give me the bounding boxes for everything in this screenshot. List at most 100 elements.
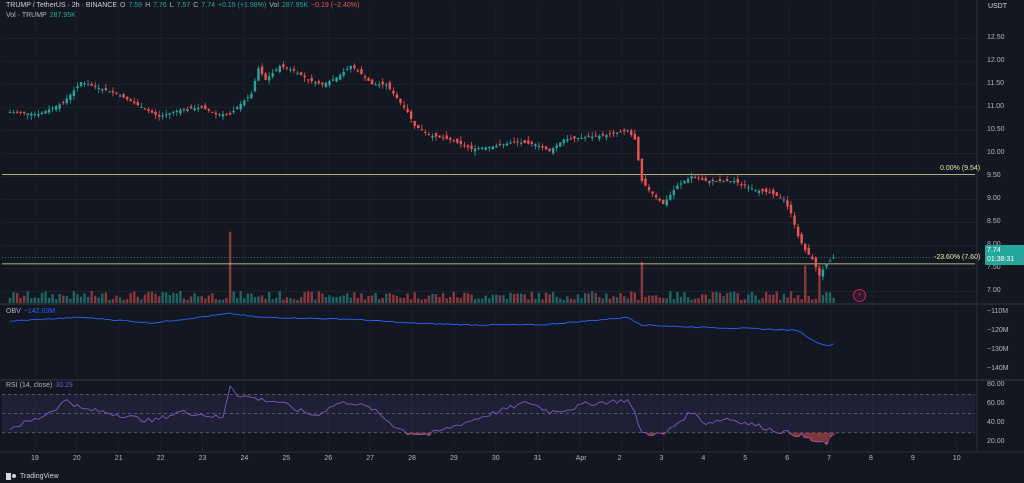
volume-bar: [473, 298, 477, 303]
candle: [743, 180, 747, 189]
volume-bar: [267, 291, 271, 303]
fib-level-label: 0.00% (9.54): [940, 164, 981, 172]
volume-bar: [505, 298, 509, 303]
volume-bar: [338, 296, 342, 303]
volume-bar: [97, 297, 100, 303]
last-price-tag: 7.74 01:38:31: [985, 245, 1024, 265]
obv-label: OBV: [6, 308, 21, 315]
candle: [331, 74, 335, 82]
candle: [221, 110, 225, 121]
volume-legend[interactable]: Vol · TRUMP 287.95K: [6, 12, 76, 19]
currency-badge[interactable]: USDT: [987, 3, 1007, 10]
volume-bar: [204, 298, 207, 303]
volume-bar: [768, 294, 771, 303]
candle: [353, 63, 356, 71]
volume-bar: [292, 299, 296, 303]
volume-bar: [424, 298, 427, 303]
candle: [811, 253, 814, 260]
volume-bar: [26, 291, 29, 303]
candle: [79, 82, 83, 88]
candle: [303, 72, 306, 82]
volume-bar: [733, 291, 736, 303]
candle: [466, 144, 470, 152]
low-value: 7.57: [176, 2, 191, 9]
candle: [402, 101, 406, 111]
candle: [463, 141, 466, 149]
volume-bar: [79, 296, 83, 303]
open-label: O: [120, 2, 126, 9]
brand-name[interactable]: TradingView: [20, 472, 59, 480]
volume-bar: [125, 299, 129, 303]
volume-bar: [431, 293, 434, 303]
volume-bar: [228, 231, 232, 303]
volume-bar: [8, 297, 12, 303]
volume-bar: [662, 298, 665, 303]
candle: [62, 100, 65, 105]
fib-level-label: -23.60% (7.60): [934, 253, 981, 261]
volume-bar: [246, 293, 250, 303]
volume-bar: [165, 292, 168, 303]
candle: [346, 65, 349, 72]
volume-bar: [19, 297, 22, 303]
volume-bar: [76, 294, 79, 303]
candle: [37, 109, 40, 118]
candle: [140, 102, 143, 109]
obv-legend[interactable]: OBV −142.03M: [6, 308, 55, 315]
volume-bar: [644, 297, 647, 303]
volume-bar: [321, 293, 324, 303]
candle: [576, 137, 580, 142]
candle: [757, 189, 761, 197]
time-tick-label: 29: [450, 455, 458, 462]
volume-bar: [328, 295, 331, 303]
volume-bar: [143, 294, 147, 303]
candle: [764, 187, 768, 196]
rsi-pane: [2, 385, 975, 446]
candle: [321, 82, 324, 88]
volume-bar: [236, 298, 239, 303]
lightning-replay-icon[interactable]: ⚡: [853, 289, 866, 302]
volume-bar: [189, 296, 193, 303]
candle: [374, 81, 377, 86]
candle: [782, 195, 786, 204]
candle: [246, 94, 250, 102]
volume-bar: [402, 297, 406, 303]
candle: [282, 61, 285, 70]
candle: [260, 63, 264, 77]
volume-bar: [37, 297, 40, 303]
candle: [338, 73, 342, 81]
volume-bar: [186, 299, 189, 303]
volume-bar: [615, 297, 619, 303]
candle: [480, 146, 484, 150]
volume-bar: [388, 292, 392, 303]
volume-bar: [307, 291, 310, 303]
candle: [566, 134, 569, 143]
time-tick-label: 22: [156, 455, 165, 462]
candle: [349, 64, 352, 73]
candle: [559, 141, 562, 148]
candle: [583, 135, 587, 142]
candle: [30, 111, 33, 120]
candle: [541, 143, 544, 151]
rsi-value: 30.29: [55, 382, 73, 389]
candle: [438, 135, 441, 138]
symbol-title[interactable]: TRUMP / TetherUS · 2h · BINANCE: [6, 2, 117, 9]
candle: [65, 94, 68, 106]
volume-bar: [566, 296, 569, 303]
candle: [662, 199, 665, 205]
candle: [335, 76, 338, 83]
volume-bar: [555, 296, 558, 303]
volume-bar: [250, 293, 253, 303]
candle: [697, 174, 700, 182]
candle: [154, 109, 157, 119]
candle: [122, 93, 125, 99]
volume-bar: [12, 292, 15, 303]
candle: [523, 140, 526, 144]
candle: [779, 193, 782, 199]
candle: [370, 78, 374, 85]
volume-bar: [562, 299, 565, 303]
volume-bar: [594, 293, 597, 303]
rsi-legend[interactable]: RSI (14, close) 30.29: [6, 382, 73, 389]
volume-bar: [449, 296, 452, 303]
